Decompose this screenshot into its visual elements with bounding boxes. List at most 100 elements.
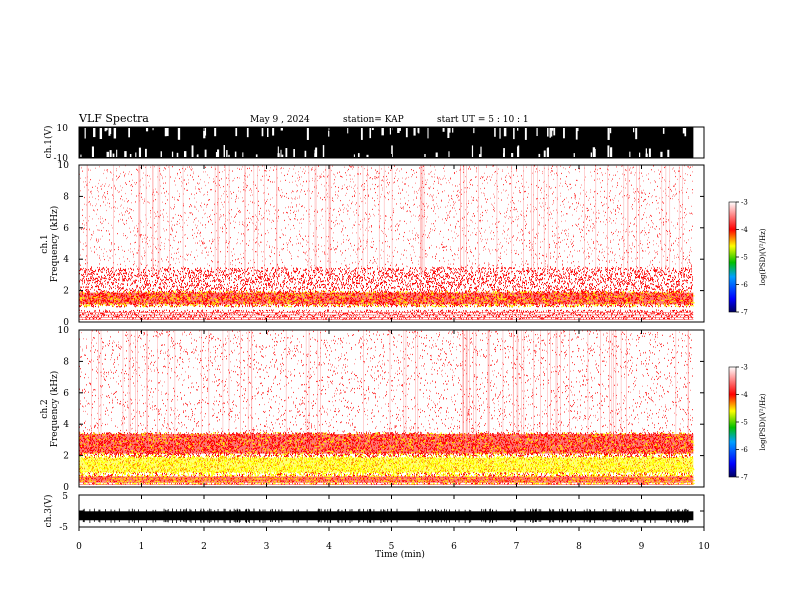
- spectrogram-pixel: [139, 291, 140, 292]
- spectrogram-pixel: [384, 291, 385, 292]
- spectrogram-pixel: [567, 310, 568, 311]
- spectrogram-pixel: [166, 318, 167, 319]
- ch1-waveform-gap: [372, 128, 374, 130]
- spectrogram-pixel: [101, 315, 102, 316]
- spectrogram-pixel: [436, 304, 437, 305]
- spectrogram-pixel: [294, 311, 295, 312]
- spectrogram-pixel: [651, 313, 652, 314]
- spectrogram-pixel: [673, 310, 674, 311]
- spectrogram-pixel: [95, 313, 96, 314]
- spectrogram-pixel: [343, 304, 344, 305]
- spectrogram-pixel: [235, 310, 236, 311]
- spectrogram-pixel: [462, 292, 463, 293]
- spectrogram-pixel: [320, 313, 321, 314]
- spectrogram-pixel: [224, 313, 225, 314]
- spectrogram-pixel: [550, 315, 551, 316]
- spectrogram-pixel: [279, 311, 280, 312]
- spectrogram-pixel: [220, 318, 221, 319]
- spectrogram-pixel: [239, 310, 240, 311]
- ch1-waveform-gap: [93, 128, 95, 137]
- spectrogram-pixel: [503, 310, 504, 311]
- spectrogram-pixel: [600, 313, 601, 314]
- spectrogram-pixel: [130, 311, 131, 312]
- spectrogram-pixel: [392, 317, 393, 318]
- spectrogram-pixel: [445, 315, 446, 316]
- spectrogram-pixel: [371, 318, 372, 319]
- ch1-waveform-gap: [513, 128, 515, 139]
- spectrogram-pixel: [297, 310, 298, 311]
- spectrogram-pixel: [517, 310, 518, 311]
- spectrogram-pixel: [562, 316, 563, 317]
- spectrogram-pixel: [257, 313, 258, 314]
- spectrogram-pixel: [146, 305, 147, 306]
- spectrogram-pixel: [436, 316, 437, 317]
- spectrogram-pixel: [370, 310, 371, 311]
- spectrogram-pixel: [153, 310, 154, 311]
- spectrogram-pixel: [632, 315, 633, 316]
- spectrogram-pixel: [533, 316, 534, 317]
- spectrogram-pixel: [152, 291, 153, 292]
- spectrogram-pixel: [566, 311, 567, 312]
- spectrogram-pixel: [282, 304, 283, 305]
- spectrogram-pixel: [533, 311, 534, 312]
- ch1-waveform-gap: [205, 150, 207, 157]
- spectrogram-pixel: [260, 310, 261, 311]
- ch1-waveform-gap: [347, 128, 348, 133]
- spectrogram-pixel: [416, 310, 417, 311]
- spectrogram-pixel: [102, 313, 103, 314]
- spectrogram-pixel: [500, 313, 501, 314]
- ch1-waveform-gap: [285, 148, 287, 157]
- spectrogram-pixel: [193, 318, 194, 319]
- spectrogram-pixel: [242, 306, 243, 307]
- spectrogram-pixel: [592, 316, 593, 317]
- ch1-waveform-gap: [381, 128, 383, 135]
- spectrogram-pixel: [218, 310, 219, 311]
- spectrogram-pixel: [657, 313, 658, 314]
- ch1-waveform-gap: [646, 154, 648, 157]
- spectrogram-pixel: [146, 315, 147, 316]
- spectrogram-pixel: [120, 311, 121, 312]
- ch1-waveform-gap: [518, 145, 520, 157]
- spectrogram-pixel: [556, 318, 557, 319]
- ch1-waveform-gap: [242, 152, 243, 157]
- spectrogram-pixel: [225, 313, 226, 314]
- ch1-waveform-gap: [228, 155, 229, 157]
- spectrogram-pixel: [121, 313, 122, 314]
- spectrogram-pixel: [644, 311, 645, 312]
- spectrogram-pixel: [293, 313, 294, 314]
- spectrogram-pixel: [345, 292, 346, 293]
- spectrogram-pixel: [442, 313, 443, 314]
- spectrogram-pixel: [314, 318, 315, 319]
- spectrogram-pixel: [154, 313, 155, 314]
- spectrogram-pixel: [618, 318, 619, 319]
- spectrogram-pixel: [292, 291, 293, 292]
- spectrogram-pixel: [366, 305, 367, 306]
- spectrogram-pixel: [350, 291, 351, 292]
- ch1-waveform-gap: [548, 148, 549, 157]
- ch1-waveform-gap: [278, 146, 279, 157]
- spectrogram-pixel: [629, 309, 630, 310]
- spectrogram-pixel: [493, 316, 494, 317]
- spectrogram-pixel: [328, 310, 329, 311]
- spectrogram-pixel: [462, 313, 463, 314]
- spectrogram-pixel: [633, 318, 634, 319]
- spectrogram-pixel: [212, 305, 213, 306]
- spectrogram-pixel: [314, 315, 315, 316]
- spectrogram-pixel: [662, 311, 663, 312]
- spectrogram-pixel: [210, 306, 211, 307]
- ch1-waveform-gap: [633, 128, 634, 132]
- spectrogram-pixel: [195, 305, 196, 306]
- spectrogram-pixel: [577, 310, 578, 311]
- spectrogram-pixel: [218, 305, 219, 306]
- spectrogram-pixel: [327, 315, 328, 316]
- spectrogram-pixel: [299, 310, 300, 311]
- ch1-waveform-gap: [172, 152, 173, 157]
- spectrogram-pixel: [675, 313, 676, 314]
- spectrogram-pixel: [485, 310, 486, 311]
- spectrogram-pixel: [477, 311, 478, 312]
- spectrogram-pixel: [326, 305, 327, 306]
- spectrogram-pixel: [412, 306, 413, 307]
- spectrogram-pixel: [385, 316, 386, 317]
- ch1-waveform-gap: [607, 145, 609, 157]
